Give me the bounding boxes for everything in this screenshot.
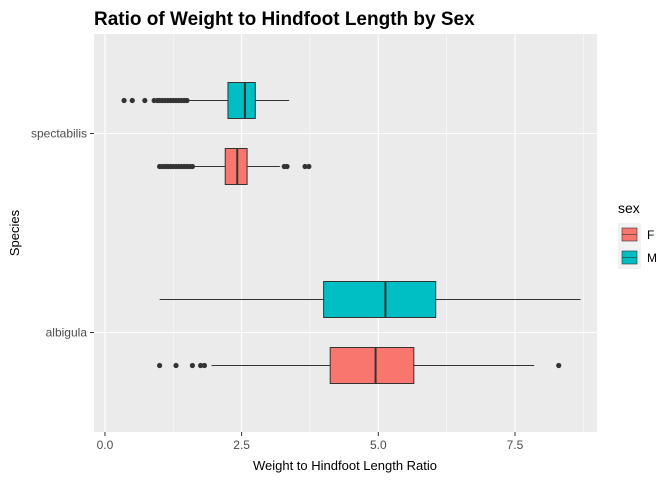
outlier-point [189, 362, 196, 369]
outlier-point [173, 362, 179, 369]
outlier-point [284, 163, 290, 170]
x-axis-title: Weight to Hindfoot Length Ratio [253, 458, 437, 473]
iqr-box [227, 82, 256, 119]
outlier-point [201, 362, 208, 369]
boxplot-layer [121, 82, 581, 384]
legend-label-m: M [647, 251, 657, 265]
outlier-point [184, 97, 190, 104]
legend-title: sex [618, 200, 640, 216]
outlier-point [302, 163, 308, 170]
box-f-albigula [157, 347, 562, 384]
chart-title: Ratio of Weight to Hindfoot Length by Se… [94, 9, 475, 30]
x-tick-label: 2.5 [233, 438, 250, 452]
outlier-point [189, 163, 196, 170]
outlier-point [142, 97, 148, 104]
box-m-albigula [159, 281, 581, 318]
x-tick-label: 5.0 [370, 438, 387, 452]
outlier-point [198, 362, 204, 369]
x-tick-label: 7.5 [507, 438, 524, 452]
y-axis: spectabilis albigula [31, 127, 94, 340]
box-m-spectabilis [121, 82, 290, 119]
iqr-box [323, 281, 437, 318]
x-axis: 0.0 2.5 5.0 7.5 [97, 432, 524, 452]
outlier-point [306, 163, 312, 170]
iqr-box [224, 148, 248, 185]
legend-label-f: F [647, 228, 654, 242]
outlier-point [157, 362, 163, 369]
x-tick-label: 0.0 [97, 438, 114, 452]
iqr-box [329, 347, 415, 384]
box-f-spectabilis [157, 148, 312, 185]
outlier-point [556, 362, 562, 369]
y-tick-label: spectabilis [31, 127, 87, 141]
y-tick-label: albigula [46, 326, 88, 340]
legend: sex F M [618, 200, 657, 269]
outlier-point [129, 97, 135, 104]
outlier-point [121, 97, 127, 104]
y-axis-title: Species [7, 209, 22, 256]
